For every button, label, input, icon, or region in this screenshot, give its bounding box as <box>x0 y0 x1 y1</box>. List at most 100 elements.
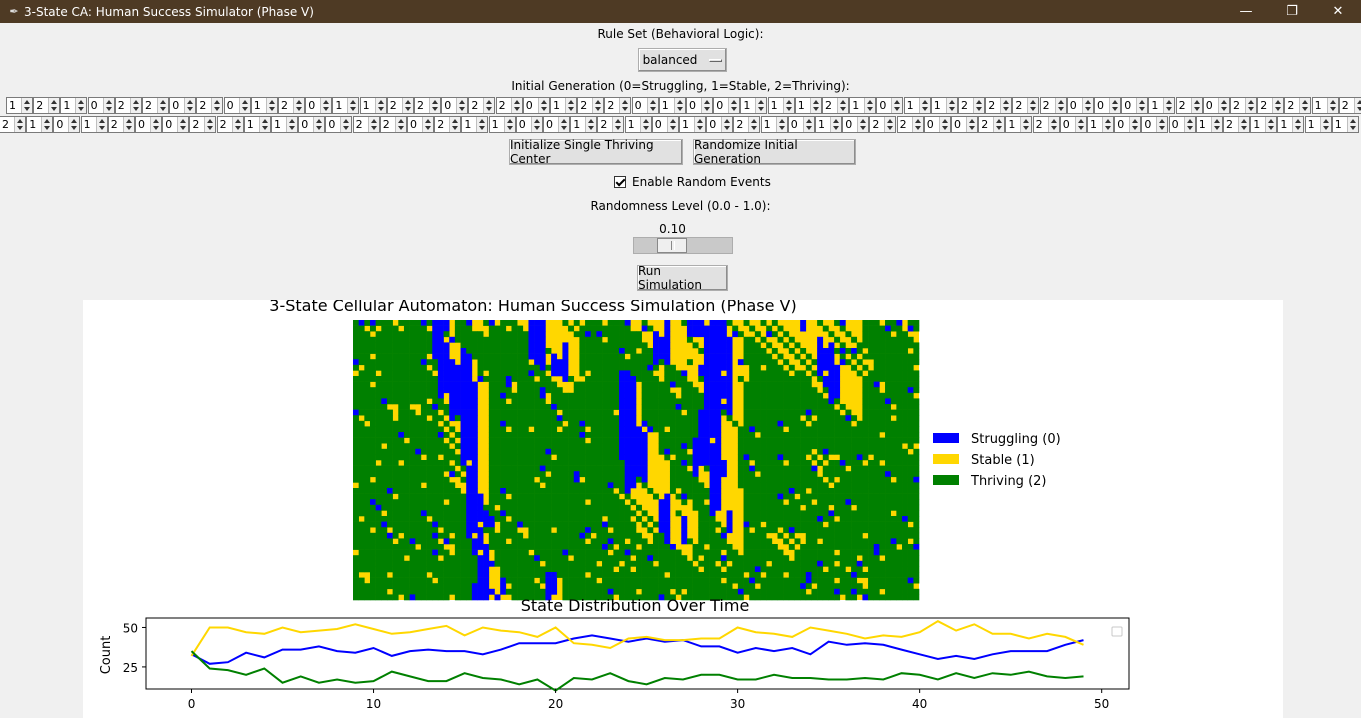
cell-spinbox[interactable]: 2 <box>114 97 142 114</box>
cell-spinbox[interactable]: 2 <box>822 97 849 114</box>
cell-spinbox[interactable]: 2 <box>1223 116 1250 133</box>
spin-arrows-icon[interactable] <box>48 98 60 113</box>
spin-arrows-icon[interactable] <box>429 98 440 113</box>
cell-spinbox[interactable]: 2 <box>577 97 605 114</box>
spin-arrows-icon[interactable] <box>347 98 359 113</box>
spin-arrows-icon[interactable] <box>204 117 216 132</box>
cell-spinbox[interactable]: 2 <box>869 116 897 133</box>
spin-arrows-icon[interactable] <box>394 117 406 132</box>
cell-spinbox[interactable]: 2 <box>216 116 244 133</box>
cell-spinbox[interactable]: 2 <box>434 116 462 133</box>
cell-spinbox[interactable]: 0 <box>923 116 951 133</box>
spin-arrows-icon[interactable] <box>612 117 624 132</box>
spin-arrows-icon[interactable] <box>837 98 848 113</box>
cell-spinbox[interactable]: 1 <box>1087 116 1114 133</box>
spin-arrows-icon[interactable] <box>1000 98 1012 113</box>
cell-spinbox[interactable]: 2 <box>386 97 414 114</box>
spin-arrows-icon[interactable] <box>666 117 678 132</box>
spin-arrows-icon[interactable] <box>918 98 930 113</box>
spin-arrows-icon[interactable] <box>1074 117 1086 132</box>
spin-arrows-icon[interactable] <box>1272 98 1284 113</box>
spin-arrows-icon[interactable] <box>374 98 386 113</box>
spin-arrows-icon[interactable] <box>293 98 304 113</box>
cell-spinbox[interactable]: 2 <box>379 116 407 133</box>
spin-arrows-icon[interactable] <box>1109 98 1120 113</box>
spin-arrows-icon[interactable] <box>1027 98 1039 113</box>
spin-arrows-icon[interactable] <box>1319 117 1331 132</box>
rule-set-dropdown[interactable]: balanced <box>638 48 727 72</box>
cell-spinbox[interactable]: 1 <box>60 97 88 114</box>
spin-arrows-icon[interactable] <box>1265 117 1277 132</box>
cell-spinbox[interactable]: 0 <box>1141 116 1169 133</box>
cell-spinbox[interactable]: 0 <box>1059 116 1087 133</box>
cell-spinbox[interactable]: 1 <box>359 97 387 114</box>
cell-spinbox[interactable]: 1 <box>26 116 54 133</box>
spin-arrows-icon[interactable] <box>1245 98 1256 113</box>
cell-spinbox[interactable]: 1 <box>658 97 686 114</box>
cell-spinbox[interactable]: 1 <box>570 116 598 133</box>
cell-spinbox[interactable]: 1 <box>1331 116 1359 133</box>
spin-arrows-icon[interactable] <box>619 98 631 113</box>
random-events-checkbox[interactable] <box>614 176 626 188</box>
cell-spinbox[interactable]: 1 <box>679 116 706 133</box>
spin-arrows-icon[interactable] <box>993 117 1005 132</box>
random-events-toggle[interactable]: Enable Random Events <box>614 175 771 189</box>
spin-arrows-icon[interactable] <box>1299 98 1311 113</box>
cell-spinbox[interactable]: 2 <box>196 97 224 114</box>
minimize-icon[interactable]: — <box>1239 4 1253 19</box>
cell-spinbox[interactable]: 1 <box>1148 97 1176 114</box>
cell-spinbox[interactable]: 1 <box>6 97 33 114</box>
cell-spinbox[interactable]: 1 <box>760 116 788 133</box>
spin-arrows-icon[interactable] <box>265 98 277 113</box>
spin-arrows-icon[interactable] <box>966 117 977 132</box>
spin-arrows-icon[interactable] <box>177 117 189 132</box>
spin-arrows-icon[interactable] <box>476 117 488 132</box>
cell-spinbox[interactable]: 0 <box>713 97 741 114</box>
spin-arrows-icon[interactable] <box>102 98 114 113</box>
spin-arrows-icon[interactable] <box>313 117 325 132</box>
cell-spinbox[interactable]: 0 <box>1114 116 1142 133</box>
cell-spinbox[interactable]: 0 <box>298 116 326 133</box>
cell-spinbox[interactable]: 2 <box>1257 97 1285 114</box>
cell-spinbox[interactable]: 2 <box>978 116 1006 133</box>
spin-arrows-icon[interactable] <box>122 117 134 132</box>
cell-spinbox[interactable]: 1 <box>550 97 577 114</box>
spin-arrows-icon[interactable] <box>585 117 597 132</box>
close-icon[interactable]: ✕ <box>1332 4 1344 19</box>
spin-arrows-icon[interactable] <box>802 117 814 132</box>
cell-spinbox[interactable]: 1 <box>1005 116 1033 133</box>
cell-spinbox[interactable]: 2 <box>1284 97 1312 114</box>
cell-spinbox[interactable]: 1 <box>815 116 842 133</box>
spin-arrows-icon[interactable] <box>211 98 223 113</box>
spin-arrows-icon[interactable] <box>1047 117 1059 132</box>
cell-spinbox[interactable]: 1 <box>903 97 931 114</box>
spin-arrows-icon[interactable] <box>1156 117 1168 132</box>
spin-arrows-icon[interactable] <box>184 98 196 113</box>
cell-spinbox[interactable]: 1 <box>767 97 795 114</box>
spin-arrows-icon[interactable] <box>938 117 950 132</box>
cell-spinbox[interactable]: 2 <box>142 97 169 114</box>
spin-arrows-icon[interactable] <box>41 117 53 132</box>
spin-arrows-icon[interactable] <box>1102 117 1113 132</box>
cell-spinbox[interactable]: 2 <box>1175 97 1203 114</box>
spin-arrows-icon[interactable] <box>639 117 651 132</box>
cell-spinbox[interactable]: 2 <box>33 97 61 114</box>
spin-arrows-icon[interactable] <box>150 117 161 132</box>
cell-spinbox[interactable]: 2 <box>1230 97 1257 114</box>
spin-arrows-icon[interactable] <box>945 98 957 113</box>
cell-spinbox[interactable]: 0 <box>631 97 659 114</box>
spin-arrows-icon[interactable] <box>1081 98 1093 113</box>
spin-arrows-icon[interactable] <box>891 98 903 113</box>
cell-spinbox[interactable]: 1 <box>740 97 768 114</box>
spin-arrows-icon[interactable] <box>782 98 794 113</box>
spin-arrows-icon[interactable] <box>728 98 740 113</box>
spin-arrows-icon[interactable] <box>673 98 685 113</box>
cell-spinbox[interactable]: 0 <box>407 116 434 133</box>
cell-spinbox[interactable]: 1 <box>794 97 822 114</box>
cell-spinbox[interactable]: 1 <box>1277 116 1305 133</box>
cell-spinbox[interactable]: 0 <box>305 97 333 114</box>
spin-arrows-icon[interactable] <box>449 117 461 132</box>
spin-arrows-icon[interactable] <box>14 117 25 132</box>
spin-arrows-icon[interactable] <box>592 98 604 113</box>
spin-arrows-icon[interactable] <box>1020 117 1032 132</box>
